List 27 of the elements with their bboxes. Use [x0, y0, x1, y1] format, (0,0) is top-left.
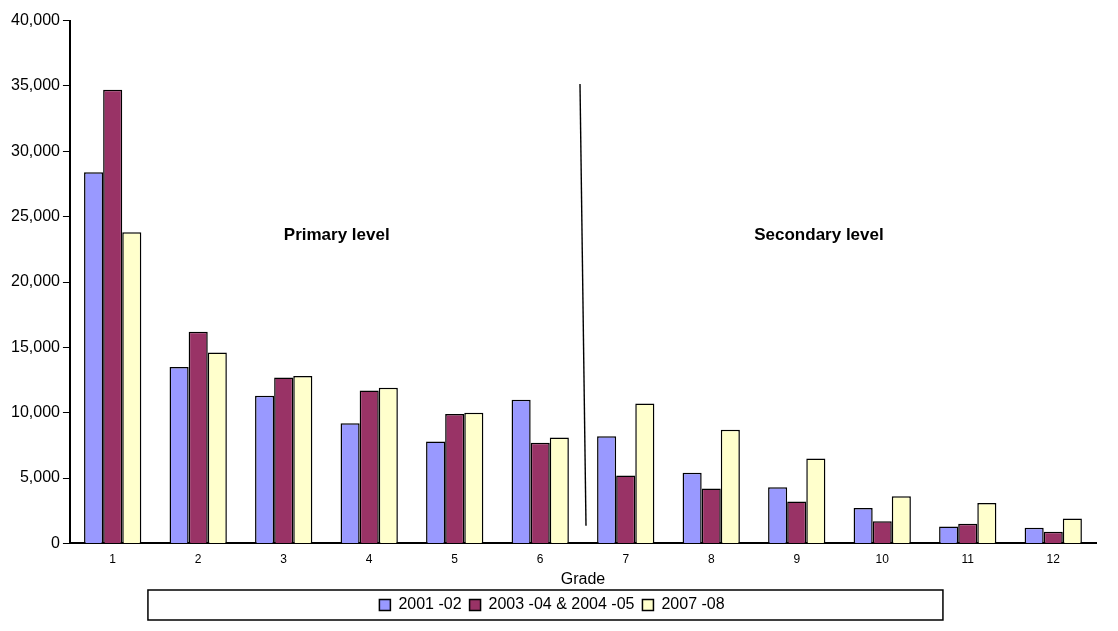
y-tick-label: 20,000 — [11, 272, 61, 290]
y-tick-label: 40,000 — [11, 11, 61, 29]
y-tick-label: 0 — [51, 533, 61, 551]
x-tick-label: 7 — [622, 551, 630, 566]
annotation: Secondary level — [754, 225, 884, 245]
x-tick-label: 2 — [194, 551, 202, 566]
y-tick-label: 35,000 — [11, 76, 61, 94]
x-tick-label: 8 — [707, 551, 715, 566]
x-tick-label: 12 — [1046, 551, 1061, 566]
x-tick-label: 5 — [451, 551, 459, 566]
legend-label: 2007 -08 — [661, 595, 725, 613]
x-tick-label: 11 — [961, 551, 975, 566]
x-tick-label: 3 — [280, 551, 288, 566]
y-tick-label: 15,000 — [11, 337, 61, 355]
x-tick-label: 9 — [793, 551, 801, 566]
legend-label: 2001 -02 — [398, 595, 462, 613]
x-tick-label: 4 — [365, 551, 373, 566]
x-tick-label: 1 — [109, 551, 117, 566]
annotation: Primary level — [283, 225, 390, 245]
y-tick-label: 30,000 — [11, 141, 61, 159]
y-tick-label: 25,000 — [11, 207, 61, 225]
x-tick-label: 6 — [536, 551, 544, 566]
y-tick-label: 10,000 — [11, 403, 61, 421]
y-tick-label: 5,000 — [19, 468, 61, 486]
legend-label: 2003 -04 & 2004 -05 — [488, 595, 635, 613]
x-axis-title: Grade — [560, 569, 606, 587]
x-tick-label: 10 — [875, 551, 890, 566]
